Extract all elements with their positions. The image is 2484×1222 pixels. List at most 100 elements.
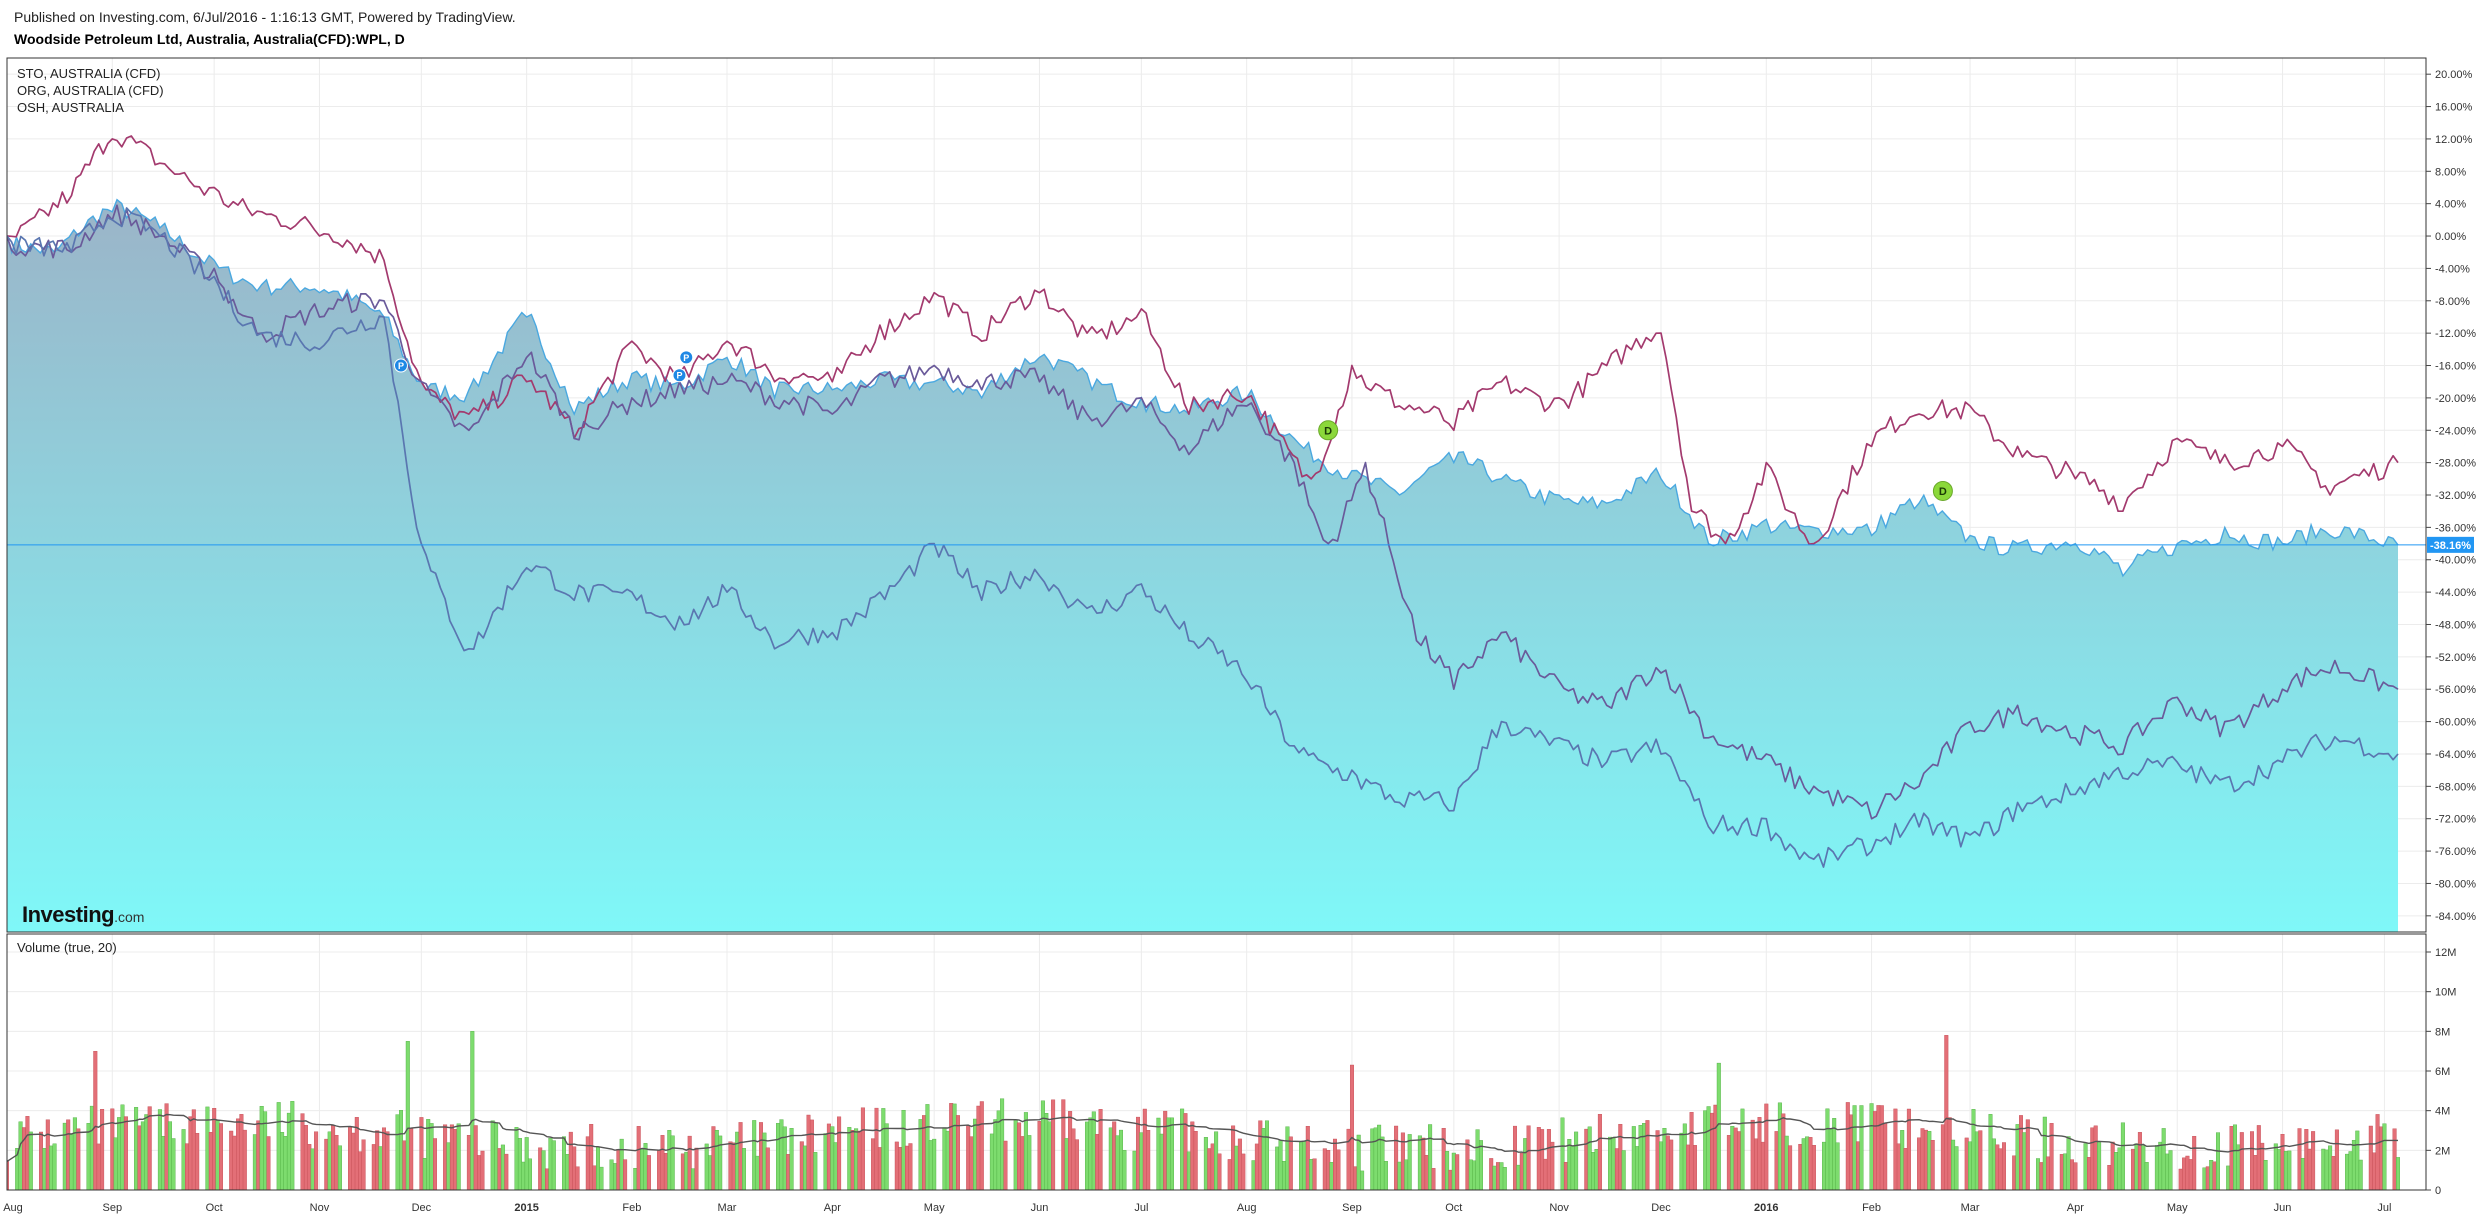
volume-bar-430 bbox=[2049, 1123, 2054, 1190]
volume-bar-16 bbox=[86, 1123, 91, 1190]
volume-bar-298 bbox=[1424, 1154, 1429, 1190]
price-axis-label-26: -84.00% bbox=[2435, 911, 2476, 923]
volume-bar-350 bbox=[1669, 1139, 1674, 1190]
volume-bar-75 bbox=[361, 1139, 366, 1190]
current-value-label: -38.16% bbox=[2427, 536, 2474, 553]
volume-bar-79 bbox=[382, 1127, 387, 1190]
volume-bar-345 bbox=[1645, 1120, 1650, 1190]
volume-bar-470 bbox=[2239, 1132, 2244, 1190]
time-axis-label-1: Sep bbox=[102, 1202, 122, 1214]
volume-bar-45 bbox=[218, 1123, 223, 1190]
volume-bar-148 bbox=[711, 1126, 716, 1190]
volume-bar-47 bbox=[232, 1135, 237, 1190]
volume-bar-358 bbox=[1709, 1112, 1714, 1190]
legend-org[interactable]: ORG, AUSTRALIA (CFD) bbox=[17, 83, 164, 98]
volume-axis-label-4: 4M bbox=[2435, 1106, 2450, 1118]
volume-bar-216 bbox=[1037, 1120, 1042, 1190]
volume-bar-262 bbox=[1254, 1143, 1259, 1190]
volume-bar-373 bbox=[1781, 1113, 1786, 1190]
volume-bar-257 bbox=[1231, 1125, 1236, 1190]
volume-bar-376 bbox=[1798, 1143, 1803, 1190]
volume-bar-263 bbox=[1258, 1120, 1263, 1190]
volume-bar-57 bbox=[280, 1132, 285, 1190]
volume-bar-122 bbox=[589, 1123, 594, 1190]
volume-bar-252 bbox=[1207, 1148, 1212, 1190]
time-axis-label-2: Oct bbox=[206, 1202, 223, 1214]
volume-bar-2 bbox=[18, 1121, 23, 1190]
volume-bar-126 bbox=[609, 1159, 614, 1190]
volume-bar-30 bbox=[147, 1106, 152, 1190]
price-axis-label-1: 16.00% bbox=[2435, 102, 2473, 114]
price-axis-label-14: -36.00% bbox=[2435, 522, 2476, 534]
volume-bar-357 bbox=[1706, 1106, 1711, 1190]
volume-bar-304 bbox=[1451, 1152, 1456, 1190]
price-axis[interactable]: 20.00% 16.00% 12.00% 8.00% 4.00% 0.00% -4.00% -… bbox=[2426, 69, 2476, 923]
volume-bar-186 bbox=[894, 1141, 899, 1190]
volume-bar-235 bbox=[1122, 1150, 1127, 1190]
volume-bar-287 bbox=[1373, 1127, 1378, 1190]
volume-bar-65 bbox=[314, 1131, 319, 1190]
volume-bar-462 bbox=[2205, 1166, 2210, 1190]
volume-bar-313 bbox=[1495, 1162, 1500, 1190]
legend-osh[interactable]: OSH, AUSTRALIA bbox=[17, 100, 124, 115]
volume-bar-222 bbox=[1064, 1138, 1069, 1190]
volume-bar-175 bbox=[837, 1116, 842, 1190]
price-axis-label-9: -16.00% bbox=[2435, 361, 2476, 373]
volume-bar-139 bbox=[667, 1130, 672, 1190]
price-axis-label-16: -44.00% bbox=[2435, 587, 2476, 599]
volume-bar-243 bbox=[1163, 1110, 1168, 1190]
volume-bar-482 bbox=[2300, 1157, 2305, 1190]
volume-bar-6 bbox=[39, 1131, 44, 1190]
volume-bar-312 bbox=[1492, 1165, 1497, 1190]
time-axis[interactable]: Aug Sep Oct Nov Dec 2015 Feb Mar Apr May Jun Jul Aug… bbox=[3, 1202, 2391, 1214]
volume-bar-62 bbox=[303, 1124, 308, 1190]
volume-bar-274 bbox=[1309, 1158, 1314, 1190]
volume-bar-366 bbox=[1750, 1119, 1755, 1190]
volume-axis[interactable]: 12M 10M 8M 6M 4M 2M 0 bbox=[2426, 947, 2456, 1197]
volume-bar-437 bbox=[2086, 1157, 2091, 1190]
volume-bar-377 bbox=[1801, 1138, 1806, 1190]
volume-bar-230 bbox=[1098, 1109, 1103, 1190]
volume-bar-27 bbox=[137, 1125, 142, 1190]
volume-bar-142 bbox=[684, 1151, 689, 1190]
legend-sto[interactable]: STO, AUSTRALIA (CFD) bbox=[17, 66, 161, 81]
volume-bar-197 bbox=[945, 1130, 950, 1190]
volume-bar-343 bbox=[1638, 1124, 1643, 1190]
volume-bar-490 bbox=[2334, 1129, 2339, 1190]
volume-bar-76 bbox=[371, 1144, 376, 1190]
volume-bar-239 bbox=[1142, 1108, 1147, 1190]
volume-bar-362 bbox=[1730, 1125, 1735, 1190]
volume-bar-135 bbox=[646, 1155, 651, 1190]
volume-bar-392 bbox=[1872, 1111, 1877, 1190]
volume-bar-50 bbox=[242, 1129, 247, 1190]
volume-bar-250 bbox=[1193, 1130, 1198, 1190]
volume-bar-153 bbox=[735, 1131, 740, 1190]
volume-bar-110 bbox=[528, 1158, 533, 1190]
volume-bar-78 bbox=[378, 1146, 383, 1190]
volume-bar-15 bbox=[76, 1128, 81, 1190]
volume-bar-95 bbox=[456, 1123, 461, 1190]
volume-bar-449 bbox=[2141, 1145, 2146, 1190]
volume-bar-413 bbox=[1971, 1109, 1976, 1190]
volume-bar-97 bbox=[470, 1031, 475, 1190]
volume-bar-102 bbox=[494, 1122, 499, 1190]
volume-bar-281 bbox=[1346, 1128, 1351, 1190]
volume-bar-39 bbox=[191, 1109, 196, 1190]
volume-bar-344 bbox=[1641, 1123, 1646, 1190]
volume-bar-429 bbox=[2046, 1156, 2051, 1190]
volume-bar-248 bbox=[1186, 1151, 1191, 1190]
time-axis-label-10: Jun bbox=[1031, 1202, 1049, 1214]
volume-bar-467 bbox=[2229, 1125, 2234, 1190]
volume-bar-196 bbox=[942, 1127, 947, 1190]
volume-bar-11 bbox=[62, 1122, 67, 1190]
volume-bar-32 bbox=[161, 1135, 166, 1190]
volume-bar-436 bbox=[2083, 1143, 2088, 1190]
volume-bar-179 bbox=[857, 1130, 862, 1190]
volume-bar-233 bbox=[1115, 1135, 1120, 1190]
volume-bar-183 bbox=[877, 1147, 882, 1190]
volume-bar-474 bbox=[2260, 1142, 2265, 1190]
volume-bar-451 bbox=[2154, 1145, 2159, 1190]
volume-axis-label-1: 10M bbox=[2435, 987, 2456, 999]
volume-bar-161 bbox=[776, 1123, 781, 1190]
